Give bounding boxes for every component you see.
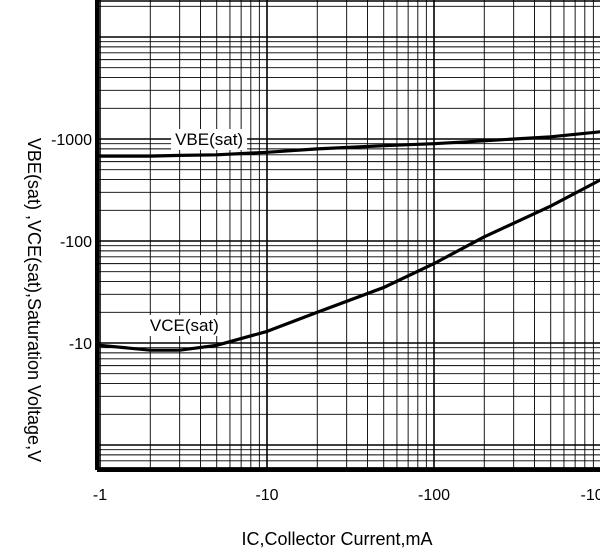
x-tick-label: -10 bbox=[255, 487, 278, 504]
tick-labels: -1 -10 -100 -1000 -10 -100 -1000 bbox=[34, 128, 600, 504]
y-tick-label-bg bbox=[34, 332, 92, 354]
series-label-vce-sat: VCE(sat) bbox=[150, 316, 219, 335]
labels-layer: VBE(sat)VCE(sat)IC=10IB bbox=[145, 129, 248, 337]
y-tick-label: -1000 bbox=[51, 132, 92, 149]
y-tick-label-bg bbox=[34, 128, 92, 150]
y-tick-label: -10 bbox=[69, 336, 92, 353]
y-axis-label: VBE(sat) ,VCE(sat),Saturation Voltage,V bbox=[24, 138, 44, 462]
x-tick-label: -1 bbox=[93, 487, 107, 504]
series-label-vce-sat-bg bbox=[145, 315, 223, 337]
grid-minor bbox=[97, 0, 600, 470]
series-label-vbe-sat-bg bbox=[171, 129, 248, 150]
x-tick-label: -1000 bbox=[581, 487, 600, 504]
y-tick-label: -100 bbox=[60, 234, 92, 251]
x-tick-label: -100 bbox=[418, 487, 450, 504]
grid-major bbox=[97, 0, 600, 470]
series-layer bbox=[98, 130, 600, 352]
y-tick-label-bg bbox=[34, 230, 92, 252]
series-line-vce-sat bbox=[98, 178, 600, 352]
x-axis-label: IC,Collector Current,mA bbox=[241, 529, 432, 549]
plot-frame bbox=[95, 0, 600, 472]
series-label-vbe-sat: VBE(sat) bbox=[175, 130, 243, 149]
series-line-vbe-sat bbox=[98, 130, 600, 158]
